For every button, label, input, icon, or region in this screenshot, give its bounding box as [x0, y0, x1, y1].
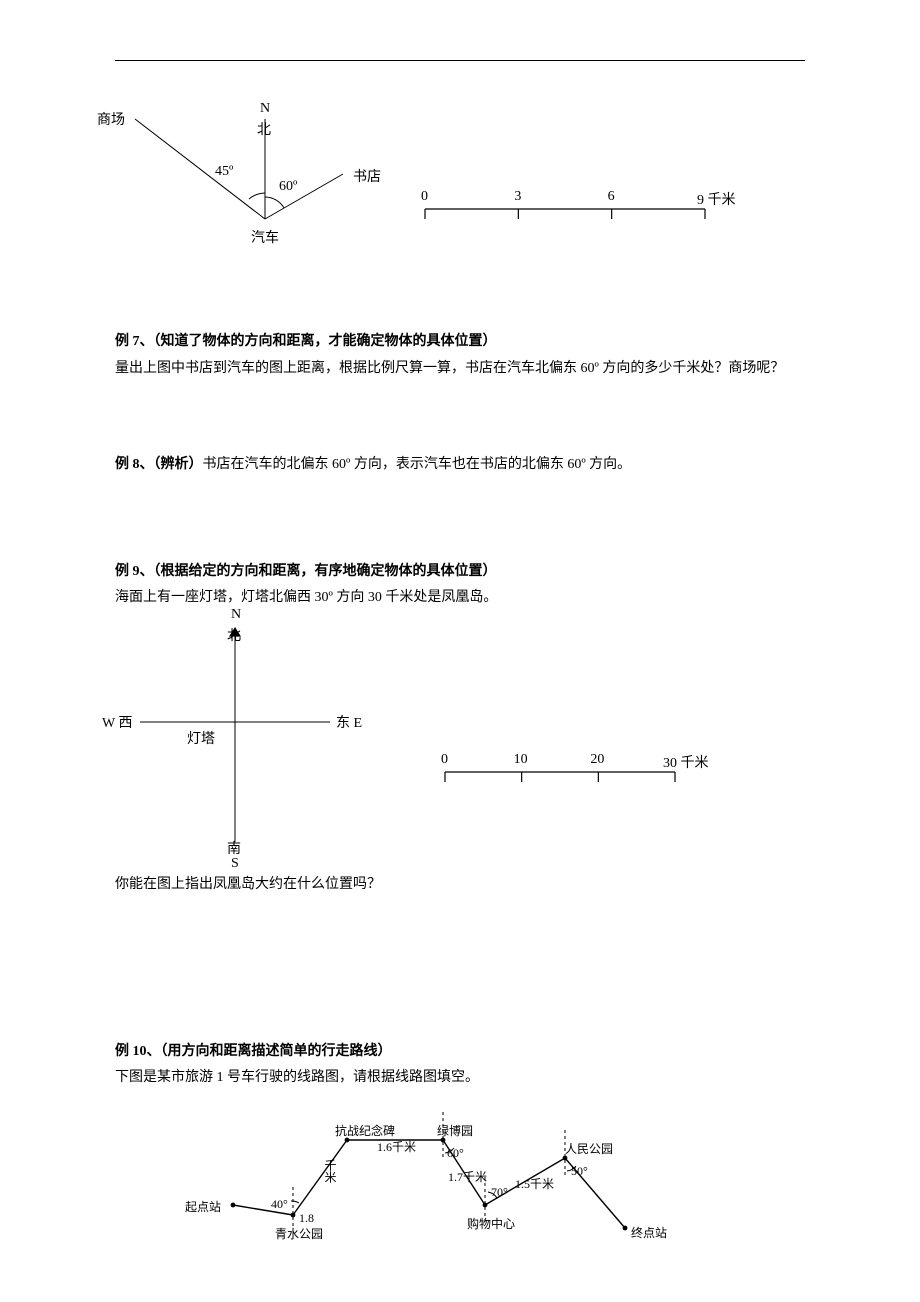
- ex9-title: 例 9、（根据给定的方向和距离，有序地确定物体的具体位置）: [115, 559, 805, 586]
- lbl-qingshui: 青水公园: [275, 1225, 323, 1242]
- ex10-body: 下图是某市旅游 1 号车行驶的线路图，请根据线路图填空。: [115, 1065, 805, 1092]
- scale2-tick-3: 30 千米: [663, 752, 709, 772]
- dist-1-7: 1.7千米: [448, 1168, 487, 1185]
- top-rule: [115, 60, 805, 61]
- km-vert: 千米: [322, 1159, 339, 1183]
- spacer: [115, 1092, 805, 1110]
- ang-40: 40°: [271, 1197, 288, 1212]
- lbl-start: 起点站: [185, 1198, 221, 1215]
- ang-50: 50°: [571, 1164, 588, 1179]
- page: N 北 商场 书店 汽车 45º 60º 0 3 6 9 千米 例 7、（知道了…: [0, 0, 920, 1302]
- ex8-body: 书店在汽车的北偏东 60º 方向，表示汽车也在书店的北偏东 60º 方向。: [203, 457, 632, 472]
- lbl-end: 终点站: [631, 1224, 667, 1241]
- label-car: 汽车: [251, 227, 279, 247]
- spacer: [115, 479, 805, 559]
- ex9-body-before: 海面上有一座灯塔，灯塔北偏西 30º 方向 30 千米处是凤凰岛。: [115, 585, 805, 612]
- ex10-title-text: 例 10、（用方向和距离描述简单的行走路线）: [115, 1044, 392, 1059]
- figure1-svg: [115, 79, 735, 259]
- ex10-title: 例 10、（用方向和距离描述简单的行走路线）: [115, 1039, 805, 1066]
- scale1-tick-0: 0: [421, 189, 428, 205]
- scale1-tick-2: 6: [608, 189, 615, 205]
- scale2-tick-0: 0: [441, 752, 448, 768]
- scale1-tick-1: 3: [514, 189, 521, 205]
- f2-n: N: [231, 607, 241, 623]
- f2-s: S: [231, 856, 239, 872]
- figure-direction-1: N 北 商场 书店 汽车 45º 60º 0 3 6 9 千米: [115, 79, 805, 269]
- spacer: [115, 269, 805, 329]
- label-angle60: 60º: [279, 179, 297, 195]
- ex7-body: 量出上图中书店到汽车的图上距离，根据比例尺算一算，书店在汽车北偏东 60º 方向…: [115, 356, 805, 383]
- ex8-title: 例 8、（辨析）: [115, 457, 203, 472]
- figure3-svg: [195, 1110, 675, 1270]
- lbl-kangzhan: 抗战纪念碑: [335, 1122, 395, 1139]
- ex7-title-text: 例 7、（知道了物体的方向和距离，才能确定物体的具体位置）: [115, 334, 497, 349]
- scale2-tick-2: 20: [590, 752, 604, 768]
- spacer: [115, 899, 805, 1039]
- f2-east: 东 E: [336, 712, 362, 732]
- dist-1-6: 1.6千米: [377, 1138, 416, 1155]
- lbl-shopping: 购物中心: [467, 1215, 515, 1232]
- lbl-lvbo: 绿博园: [437, 1122, 473, 1139]
- scale1-tick-3: 9 千米: [697, 189, 736, 209]
- f2-north: 北: [227, 625, 241, 645]
- figure-route-map: 起点站 青水公园 抗战纪念碑 绿博园 购物中心 人民公园 终点站 1.6千米 1…: [195, 1110, 675, 1270]
- label-mall: 商场: [97, 109, 125, 129]
- label-north: 北: [257, 119, 271, 139]
- dist-1-8: 1.8: [299, 1211, 314, 1226]
- ang-70: 70°: [491, 1185, 508, 1200]
- ex7-title: 例 7、（知道了物体的方向和距离，才能确定物体的具体位置）: [115, 329, 805, 356]
- dist-1-5: 1.5千米: [515, 1175, 554, 1192]
- f2-tower: 灯塔: [187, 728, 215, 748]
- figure-lighthouse: N 北 W 西 东 E 灯塔 南 S 0 10 20 30 千米: [115, 612, 805, 872]
- f2-south-cn: 南: [227, 838, 241, 858]
- ang-60: 60°: [447, 1146, 464, 1161]
- scale2-tick-1: 10: [514, 752, 528, 768]
- ex9-title-text: 例 9、（根据给定的方向和距离，有序地确定物体的具体位置）: [115, 564, 497, 579]
- label-angle45: 45º: [215, 164, 233, 180]
- spacer: [115, 382, 805, 452]
- ex8-line: 例 8、（辨析）书店在汽车的北偏东 60º 方向，表示汽车也在书店的北偏东 60…: [115, 452, 805, 479]
- f2-west: W 西: [102, 712, 132, 732]
- ex9-body-after: 你能在图上指出凤凰岛大约在什么位置吗？: [115, 872, 805, 899]
- lbl-renmin: 人民公园: [565, 1140, 613, 1157]
- label-n: N: [260, 101, 270, 117]
- label-bookstore: 书店: [353, 166, 381, 186]
